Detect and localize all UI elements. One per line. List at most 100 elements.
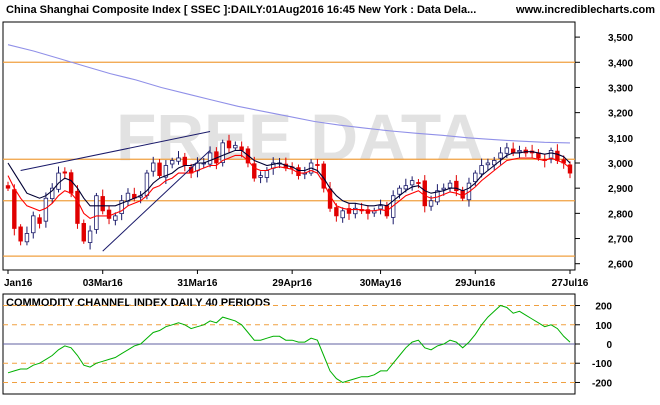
candle-body xyxy=(548,150,554,160)
date-tick-label: 03Mar16 xyxy=(83,278,123,289)
candle-body xyxy=(252,163,257,179)
candle xyxy=(517,145,522,158)
candle-body xyxy=(517,150,522,153)
date-tick-label: 30May16 xyxy=(360,278,402,289)
cci-tick-label: 100 xyxy=(595,321,612,332)
cci-tick-label: -100 xyxy=(592,359,612,370)
candle-body xyxy=(473,172,478,183)
candle xyxy=(207,146,213,168)
price-y-axis: 2,600 2,700 2,800 2,900 3,000 3,100 3,200 3,300… xyxy=(575,33,633,271)
candle-body xyxy=(50,187,55,200)
candle-body xyxy=(555,150,560,161)
candle-body xyxy=(409,180,415,186)
candle-body xyxy=(43,197,49,222)
chart-title: China Shanghai Composite Index [ SSEC ]:… xyxy=(6,4,476,16)
candle-body xyxy=(24,233,30,243)
candle xyxy=(43,192,49,228)
candle xyxy=(12,184,17,236)
cci-tick-label: -200 xyxy=(592,378,612,389)
moving-average-line xyxy=(7,154,571,220)
candle-body xyxy=(176,157,181,162)
candle xyxy=(548,147,554,164)
candle-body xyxy=(5,185,11,189)
candle xyxy=(258,171,263,184)
candle xyxy=(100,189,105,215)
cci-plot xyxy=(3,304,575,384)
candle xyxy=(37,214,42,229)
candle-body xyxy=(119,200,124,215)
price-plot xyxy=(3,44,575,257)
candle-body xyxy=(485,162,491,166)
candle-body xyxy=(12,189,17,229)
price-tick-label: 3,400 xyxy=(608,58,633,69)
candle-body xyxy=(62,171,68,174)
date-tick-label: 29Apr16 xyxy=(272,278,312,289)
candle xyxy=(498,147,503,165)
candle-body xyxy=(37,217,42,224)
candle xyxy=(18,224,23,246)
candle-body xyxy=(163,165,169,178)
candle xyxy=(81,219,86,244)
candle-body xyxy=(18,226,23,242)
candle-body xyxy=(75,190,80,224)
candle-body xyxy=(498,152,503,159)
candle-body xyxy=(428,200,434,207)
candle-body xyxy=(87,230,93,243)
candle-body xyxy=(479,165,484,175)
candle xyxy=(24,226,30,246)
candle-body xyxy=(233,144,238,149)
candle-body xyxy=(296,167,301,176)
date-tick-label: 31Mar16 xyxy=(177,278,217,289)
candle xyxy=(176,151,181,165)
trend-line xyxy=(102,150,211,252)
date-axis: Jan16 03Mar16 31Mar16 29Apr16 30May16 29Jun16… xyxy=(4,270,589,289)
candle xyxy=(485,158,491,171)
watermark: FREE DATA xyxy=(116,100,484,174)
candle xyxy=(169,157,175,169)
cci-line xyxy=(7,304,571,384)
candle xyxy=(151,156,156,177)
candle xyxy=(106,205,112,225)
price-tick-label: 3,200 xyxy=(608,109,633,120)
candle xyxy=(346,202,352,220)
candle-body xyxy=(226,140,232,149)
candle xyxy=(94,192,99,234)
candle-body xyxy=(365,209,371,214)
candle-body xyxy=(207,152,213,165)
cci-title: COMMODITY CHANNEL INDEX DAILY 40 PERIODS xyxy=(6,297,270,309)
candle xyxy=(365,205,371,220)
candle xyxy=(454,175,459,197)
candle-body xyxy=(315,164,320,166)
candle-body xyxy=(416,182,421,184)
date-tick-label: 29Jun16 xyxy=(455,278,495,289)
candle xyxy=(353,203,358,219)
candle-body xyxy=(346,208,352,214)
candle-body xyxy=(334,207,339,217)
candle xyxy=(416,178,421,189)
candle-body xyxy=(31,215,36,234)
candle xyxy=(340,207,345,223)
candle-body xyxy=(81,223,86,242)
candle-body xyxy=(264,170,270,178)
candle-body xyxy=(397,187,402,195)
cci-tick-label: 0 xyxy=(606,340,612,351)
candle-body xyxy=(106,209,112,219)
candle xyxy=(157,159,162,179)
cci-tick-label: 200 xyxy=(595,302,612,313)
candle xyxy=(5,181,11,191)
candle-body xyxy=(151,162,156,172)
candle-body xyxy=(447,182,453,189)
candle-body xyxy=(220,142,225,164)
site-link[interactable]: www.incrediblecharts.com xyxy=(515,4,655,16)
candle xyxy=(62,167,68,180)
candle xyxy=(422,175,427,213)
candle-body xyxy=(182,156,188,166)
candle-body xyxy=(100,196,105,212)
trend-line xyxy=(20,131,211,172)
candle-body xyxy=(403,185,409,190)
candle-body xyxy=(56,172,61,190)
candle-body xyxy=(378,205,383,210)
price-tick-label: 2,900 xyxy=(608,184,633,195)
